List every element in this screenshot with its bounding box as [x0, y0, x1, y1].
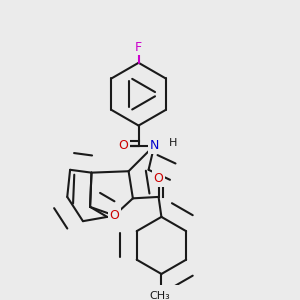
Text: H: H [169, 138, 177, 148]
Text: O: O [154, 172, 164, 185]
Text: N: N [150, 139, 159, 152]
Text: O: O [118, 139, 128, 152]
Text: O: O [110, 209, 119, 222]
Text: CH₃: CH₃ [150, 291, 170, 300]
Text: F: F [135, 40, 142, 54]
